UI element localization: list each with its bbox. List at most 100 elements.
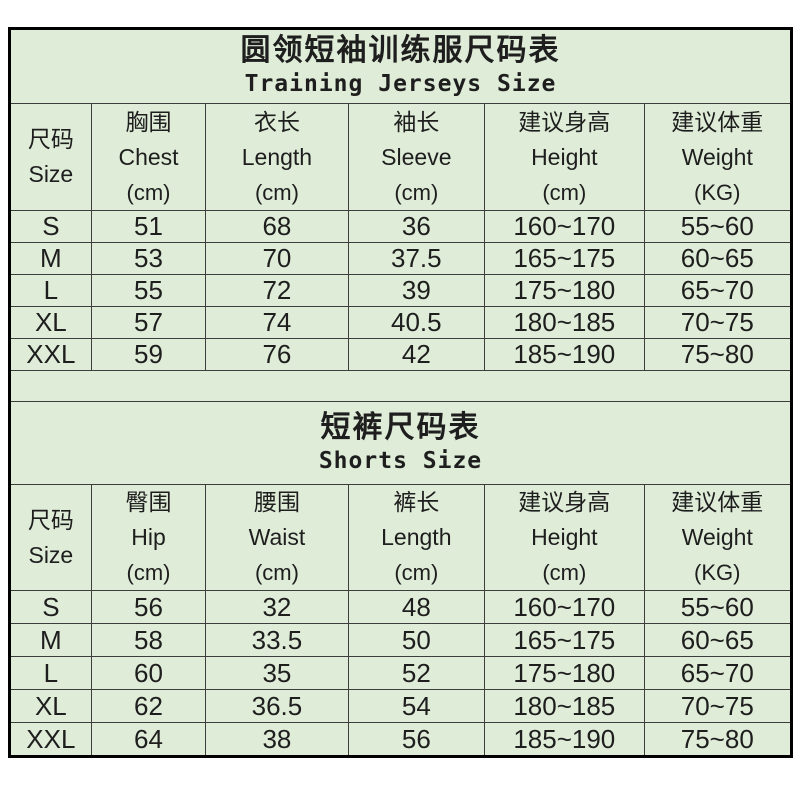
table-title-zh: 短裤尺码表	[320, 410, 481, 444]
table-spacer-cell	[9, 370, 792, 402]
header-cell-height: 建议身高 Height (cm)	[484, 484, 645, 591]
data-cell: 38	[205, 722, 349, 757]
table-row: M 58 33.5 50 165~175 60~65	[9, 623, 793, 657]
header-label-zh: 建议体重	[671, 489, 764, 515]
data-cell: 180~185	[484, 689, 645, 723]
size-cell: L	[9, 274, 92, 307]
table-row: XXL 59 76 42 185~190 75~80	[9, 338, 793, 371]
data-cell: 50	[347, 623, 486, 657]
table-header-row: 尺码 Size 胸围 Chest (cm) 衣长 Length (cm) 袖长 Sleeve (cm…	[9, 103, 793, 211]
header-label-unit: (cm)	[394, 560, 439, 585]
data-cell: 54	[347, 689, 486, 723]
data-cell: 51	[90, 210, 207, 243]
data-cell: 160~170	[484, 210, 645, 243]
sheet-body: 圆领短袖训练服尺码表 Training Jerseys Size 尺码 Size 胸围 C…	[9, 28, 793, 757]
data-cell: 65~70	[643, 656, 793, 690]
data-cell: 36.5	[205, 689, 349, 723]
header-label-unit: (cm)	[126, 560, 171, 585]
header-cell-length: 衣长 Length (cm)	[205, 103, 349, 211]
header-label-zh: 建议身高	[518, 108, 611, 135]
data-cell: 64	[90, 722, 207, 757]
data-cell: 55	[90, 274, 207, 307]
data-cell: 68	[205, 210, 349, 243]
table-title-en: Training Jerseys Size	[244, 71, 557, 97]
data-cell: 52	[347, 656, 486, 690]
header-label-unit: (cm)	[254, 179, 299, 205]
header-label-en: Chest	[118, 143, 179, 170]
size-cell: S	[9, 210, 92, 243]
header-label-en: Hip	[131, 524, 166, 550]
table-row: L 60 35 52 175~180 65~70	[9, 656, 793, 690]
table-title-en: Shorts Size	[318, 447, 483, 474]
data-cell: 160~170	[484, 590, 645, 624]
data-cell: 53	[90, 242, 207, 275]
header-label-en: Waist	[248, 524, 306, 550]
data-cell: 65~70	[643, 274, 793, 307]
data-cell: 175~180	[484, 656, 645, 690]
header-label-en: Height	[531, 524, 598, 550]
data-cell: 56	[90, 590, 207, 624]
size-cell: S	[9, 590, 92, 624]
header-label-en: Length	[241, 143, 313, 170]
data-cell: 48	[347, 590, 486, 624]
data-cell: 70~75	[643, 689, 793, 723]
size-cell: XL	[9, 306, 92, 339]
header-label-en: Height	[531, 143, 598, 170]
header-cell-height: 建议身高 Height (cm)	[484, 103, 645, 211]
header-label-zh: 袖长	[393, 108, 440, 135]
data-cell: 37.5	[347, 242, 486, 275]
header-cell-size: 尺码 Size	[9, 103, 92, 211]
data-cell: 70	[205, 242, 349, 275]
data-cell: 62	[90, 689, 207, 723]
header-label-en: Weight	[681, 143, 753, 170]
data-cell: 39	[347, 274, 486, 307]
size-cell: M	[9, 623, 92, 657]
header-cell-length: 裤长 Length (cm)	[347, 484, 486, 591]
header-label-unit: (cm)	[542, 560, 587, 585]
table-row: L 55 72 39 175~180 65~70	[9, 274, 793, 307]
size-cell: XL	[9, 689, 92, 723]
table-title-cell: 短裤尺码表 Shorts Size	[9, 401, 792, 485]
data-cell: 42	[347, 338, 486, 371]
header-label-en: Size	[28, 161, 74, 187]
table-row: S 56 32 48 160~170 55~60	[9, 590, 793, 624]
data-cell: 76	[205, 338, 349, 371]
header-cell-size: 尺码 Size	[9, 484, 92, 591]
data-cell: 32	[205, 590, 349, 624]
data-cell: 60~65	[643, 623, 793, 657]
data-cell: 180~185	[484, 306, 645, 339]
header-cell-weight: 建议体重 Weight (KG)	[643, 484, 793, 591]
data-cell: 75~80	[643, 722, 793, 757]
size-cell: L	[9, 656, 92, 690]
data-cell: 33.5	[205, 623, 349, 657]
data-cell: 72	[205, 274, 349, 307]
header-cell-chest: 胸围 Chest (cm)	[90, 103, 207, 211]
header-label-zh: 衣长	[253, 108, 300, 135]
size-cell: XXL	[9, 722, 92, 757]
data-cell: 175~180	[484, 274, 645, 307]
header-label-unit: (KG)	[694, 560, 741, 585]
table-title-cell: 圆领短袖训练服尺码表 Training Jerseys Size	[9, 28, 792, 104]
data-cell: 55~60	[643, 210, 793, 243]
header-label-en: Size	[28, 541, 74, 568]
table-row: M 53 70 37.5 165~175 60~65	[9, 242, 793, 275]
table-spacer-row	[9, 370, 792, 402]
header-label-unit: (cm)	[254, 560, 299, 585]
header-label-unit: (cm)	[394, 179, 439, 205]
header-label-zh: 裤长	[393, 489, 440, 515]
data-cell: 58	[90, 623, 207, 657]
data-cell: 60~65	[643, 242, 793, 275]
table-header-row: 尺码 Size 臀围 Hip (cm) 腰围 Waist (cm) 裤长 Length (cm) 建议…	[9, 484, 793, 591]
table-row: XXL 64 38 56 185~190 75~80	[9, 722, 793, 757]
header-label-unit: (cm)	[542, 179, 587, 205]
data-cell: 55~60	[643, 590, 793, 624]
data-cell: 70~75	[643, 306, 793, 339]
header-label-zh: 建议身高	[518, 489, 611, 515]
data-cell: 56	[347, 722, 486, 757]
header-label-unit: (cm)	[126, 179, 171, 205]
header-label-en: Weight	[681, 524, 753, 550]
table-title-row: 圆领短袖训练服尺码表 Training Jerseys Size	[9, 28, 792, 104]
data-cell: 35	[205, 656, 349, 690]
size-cell: M	[9, 242, 92, 275]
